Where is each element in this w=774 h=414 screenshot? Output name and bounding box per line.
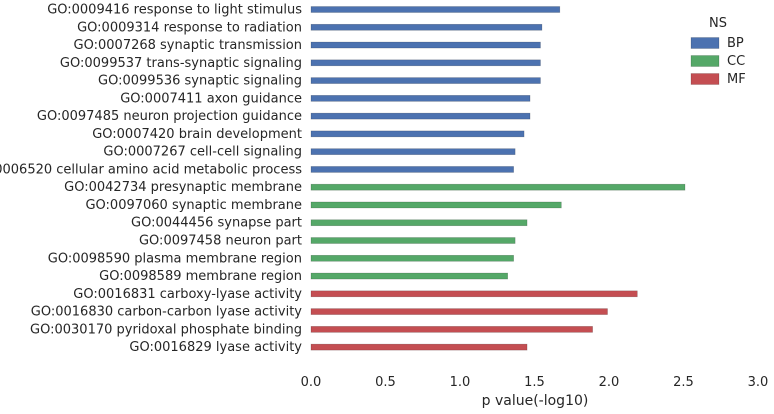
bar-cc <box>310 183 686 191</box>
legend-swatch-mf <box>690 73 720 85</box>
category-label: GO:0007268 synaptic transmission <box>74 38 302 53</box>
bar-mf <box>310 290 638 298</box>
bar-bp <box>310 130 525 138</box>
legend-title: NS <box>709 16 727 31</box>
category-label: GO:0098589 membrane region <box>99 269 302 284</box>
bar-mf <box>310 326 593 333</box>
legend-label-bp: BP <box>727 36 744 51</box>
category-label: GO:0009416 response to light stimulus <box>47 3 302 18</box>
x-tick-label: 0.5 <box>375 375 396 390</box>
bars-group <box>310 6 686 351</box>
category-label: GO:0099537 trans-synaptic signaling <box>60 56 302 71</box>
bar-bp <box>310 6 561 13</box>
bar-mf <box>310 343 528 351</box>
legend: NS BP CC MF <box>690 16 746 87</box>
category-label: GO:0097458 neuron part <box>139 234 302 249</box>
bar-bp <box>310 112 531 120</box>
x-tick-label: 2.0 <box>599 375 620 390</box>
bar-bp <box>310 166 514 173</box>
category-labels: GO:0009416 response to light stimulus GO:… <box>0 3 302 356</box>
bar-bp <box>310 59 541 67</box>
category-label: GO:0007411 axon guidance <box>120 91 302 106</box>
bar-bp <box>310 95 531 102</box>
category-label: GO:0016829 lyase activity <box>129 340 302 355</box>
x-tick-label: 0.0 <box>301 375 322 390</box>
x-tick-label: 3.0 <box>748 375 769 390</box>
category-label: GO:0007420 brain development <box>92 127 302 142</box>
bar-cc <box>310 254 514 262</box>
x-tick-label: 1.0 <box>450 375 471 390</box>
category-label: GO:0044456 synapse part <box>131 216 302 231</box>
category-label: GO:0016831 carboxy-lyase activity <box>73 287 302 302</box>
bar-bp <box>310 77 541 84</box>
legend-label-mf: MF <box>727 72 746 87</box>
legend-label-cc: CC <box>727 54 745 69</box>
category-label: GO:0009314 response to radiation <box>77 20 302 35</box>
x-tick-label: 2.5 <box>673 375 694 390</box>
bar-bp <box>310 148 516 155</box>
category-label: GO:0097060 synaptic membrane <box>85 198 302 213</box>
category-label: GO:0006520 cellular amino acid metabolic… <box>0 162 302 177</box>
legend-swatch-bp <box>690 37 720 49</box>
category-label: GO:0097485 neuron projection guidance <box>37 109 302 124</box>
bar-cc <box>310 237 516 244</box>
x-tick-label: 1.5 <box>524 375 545 390</box>
bar-bp <box>310 23 543 31</box>
bar-cc <box>310 219 528 227</box>
category-label: GO:0007267 cell-cell signaling <box>103 145 302 160</box>
x-axis: 0.0 0.5 1.0 1.5 2.0 2.5 3.0 <box>301 375 769 390</box>
legend-swatch-cc <box>690 55 720 67</box>
bar-bp <box>310 41 541 49</box>
category-label: GO:0030170 pyridoxal phosphate binding <box>30 322 302 337</box>
bar-mf <box>310 308 608 315</box>
category-label: GO:0098590 plasma membrane region <box>48 251 302 266</box>
bar-cc <box>310 201 562 209</box>
category-label: GO:0016830 carbon-carbon lyase activity <box>31 305 303 320</box>
bar-cc <box>310 272 508 280</box>
category-label: GO:0042734 presynaptic membrane <box>64 180 302 195</box>
x-axis-label: p value(-log10) <box>482 393 589 409</box>
category-label: GO:0099536 synaptic signaling <box>98 74 302 89</box>
